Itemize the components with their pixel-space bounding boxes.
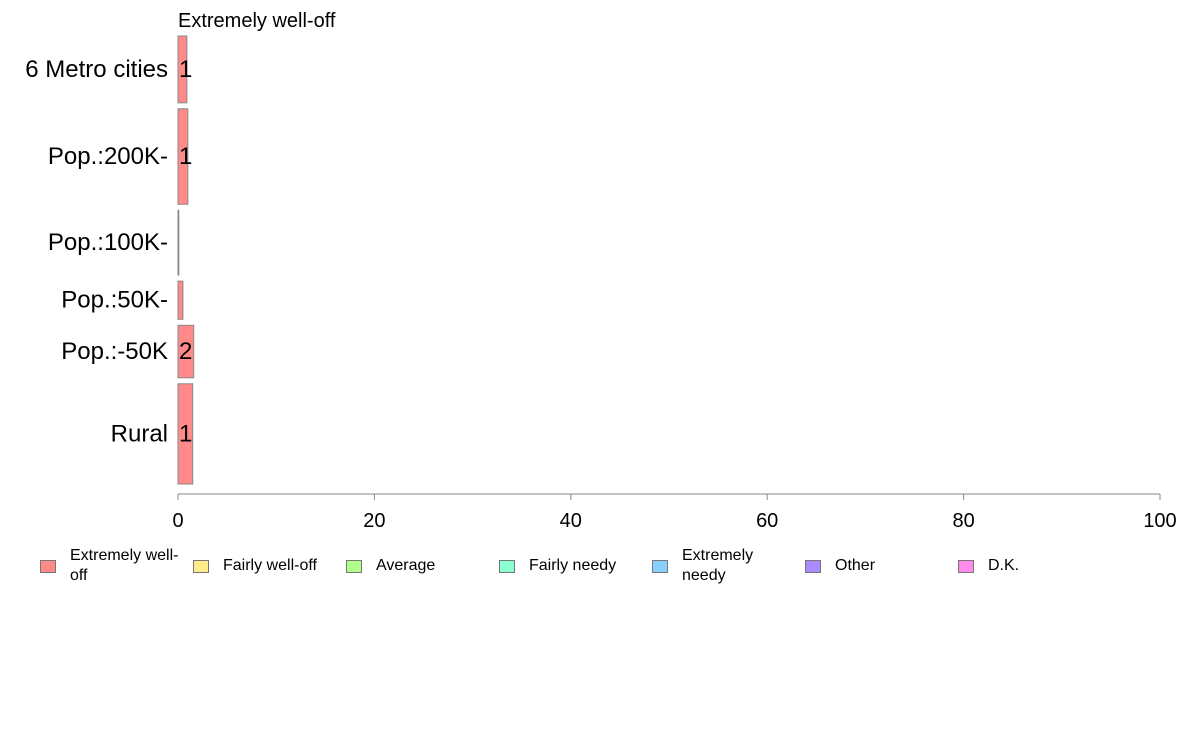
- data-label-pop-under-50k: 2: [179, 338, 192, 365]
- legend-label: Fairly well-off: [223, 556, 333, 576]
- category-label-6-metro-cities: 6 Metro cities: [25, 56, 168, 83]
- legend-swatch: [652, 560, 668, 573]
- category-label-pop-200k: Pop.:200K-: [48, 143, 168, 170]
- legend-swatch: [346, 560, 362, 573]
- legend-item: D.K.: [958, 546, 1098, 586]
- legend-swatch: [958, 560, 974, 573]
- legend-swatch: [193, 560, 209, 573]
- legend-swatch: [40, 560, 56, 573]
- legend-label: Extremely needy: [682, 546, 792, 586]
- legend-label: D.K.: [988, 556, 1098, 576]
- legend-label: Fairly needy: [529, 556, 639, 576]
- legend: Extremely well-off Fairly well-off Average…: [0, 540, 1188, 600]
- x-tick-label: 20: [363, 510, 385, 532]
- category-label-pop-under-50k: Pop.:-50K: [61, 338, 168, 365]
- category-label-pop-50k: Pop.:50K-: [61, 287, 168, 314]
- legend-item: Extremely needy: [652, 546, 792, 586]
- legend-label: Other: [835, 556, 945, 576]
- legend-swatch: [805, 560, 821, 573]
- legend-label: Extremely well-off: [70, 546, 180, 586]
- legend-swatch: [499, 560, 515, 573]
- x-tick-label: 80: [952, 510, 974, 532]
- data-label-6-metro-cities: 1: [179, 56, 192, 83]
- legend-item: Fairly well-off: [193, 546, 333, 586]
- category-label-rural: Rural: [111, 420, 168, 447]
- bars-group: 6 Metro cities 1 Pop.:200K- 1 Pop.:100K- Pop.…: [25, 36, 193, 484]
- x-tick-label: 100: [1143, 510, 1176, 532]
- x-tick-label: 40: [560, 510, 582, 532]
- data-label-pop-200k: 1: [179, 143, 192, 170]
- data-label-rural: 1: [179, 420, 192, 447]
- category-label-pop-100k: Pop.:100K-: [48, 229, 168, 256]
- legend-item: Extremely well-off: [40, 546, 180, 586]
- x-tick-label: 60: [756, 510, 778, 532]
- legend-item: Fairly needy: [499, 546, 639, 586]
- legend-item: Average: [346, 546, 486, 586]
- x-tick-label: 0: [172, 510, 183, 532]
- legend-item: Other: [805, 546, 945, 586]
- x-axis: 0 20 40 60 80 100: [172, 494, 1176, 532]
- bar-pop-100k: [178, 210, 179, 275]
- legend-label: Average: [376, 556, 486, 576]
- panel-title: Extremely well-off: [178, 10, 336, 32]
- bar-chart: Extremely well-off 6 Metro cities 1 Pop.:2…: [0, 0, 1188, 540]
- bar-pop-50k: [178, 281, 183, 319]
